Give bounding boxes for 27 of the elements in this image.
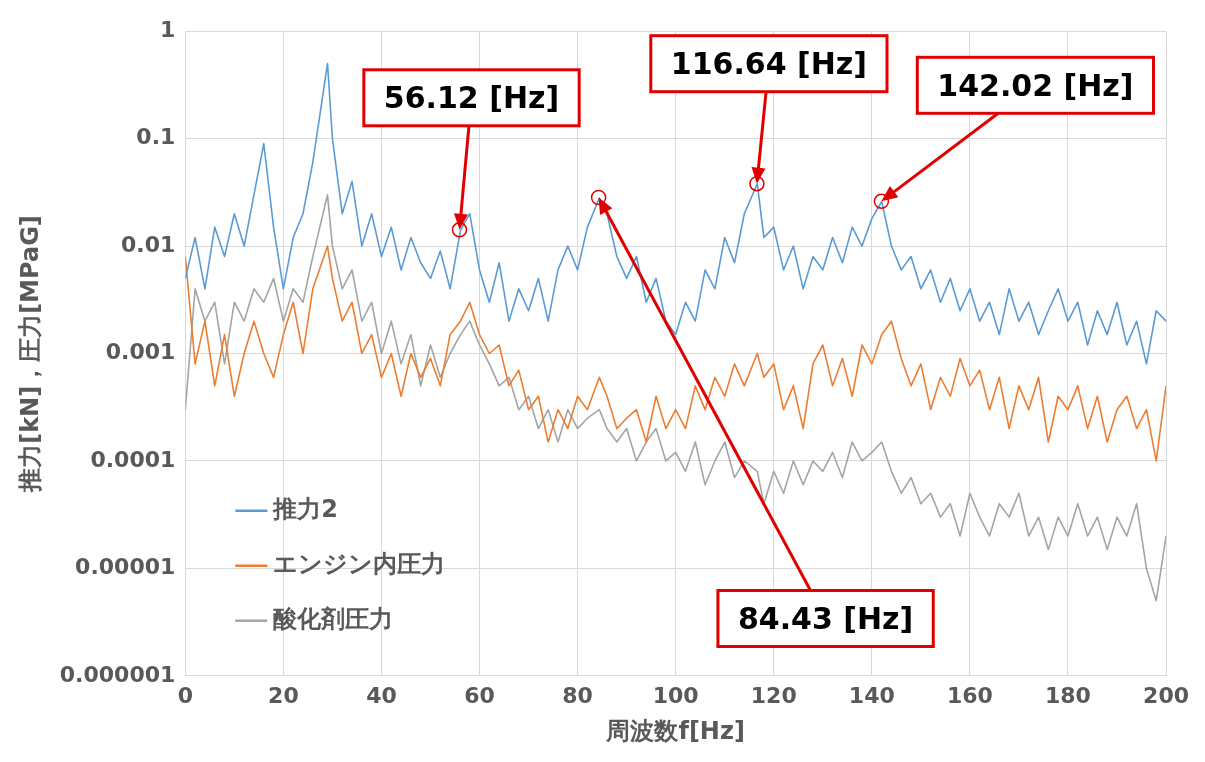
y-tick-label: 0.000001 xyxy=(59,661,176,687)
annotation: 56.12 [Hz] xyxy=(383,80,560,116)
y-tick-label: 1 xyxy=(160,16,176,42)
x-tick-label: 0 xyxy=(177,682,193,708)
legend-label: エンジン内圧力 xyxy=(273,550,446,579)
x-tick-label: 160 xyxy=(946,682,993,708)
x-tick-label: 80 xyxy=(562,682,593,708)
y-tick-label: 0.1 xyxy=(136,124,176,150)
y-axis-title: 推力[kN]，圧力[MPaG] xyxy=(15,215,44,493)
x-tick-label: 200 xyxy=(1143,682,1190,708)
x-axis-title: 周波数f[Hz] xyxy=(605,716,745,745)
x-tick-label: 100 xyxy=(652,682,699,708)
legend-label: 推力2 xyxy=(272,495,339,524)
x-tick-label: 180 xyxy=(1045,682,1091,708)
x-tick-label: 140 xyxy=(848,682,895,708)
legend-label: 酸化剤圧力 xyxy=(273,605,394,634)
y-tick-label: 0.001 xyxy=(105,339,176,365)
annotation: 142.02 [Hz] xyxy=(937,67,1134,103)
y-tick-label: 0.0001 xyxy=(90,446,176,472)
x-tick-label: 60 xyxy=(464,682,495,708)
annotation: 116.64 [Hz] xyxy=(670,46,867,82)
x-tick-label: 120 xyxy=(750,682,797,708)
x-tick-label: 40 xyxy=(366,682,397,708)
annotation: 84.43 [Hz] xyxy=(737,601,914,636)
x-tick-label: 20 xyxy=(268,682,299,708)
y-tick-label: 0.01 xyxy=(121,231,176,257)
y-tick-label: 0.00001 xyxy=(75,554,176,580)
